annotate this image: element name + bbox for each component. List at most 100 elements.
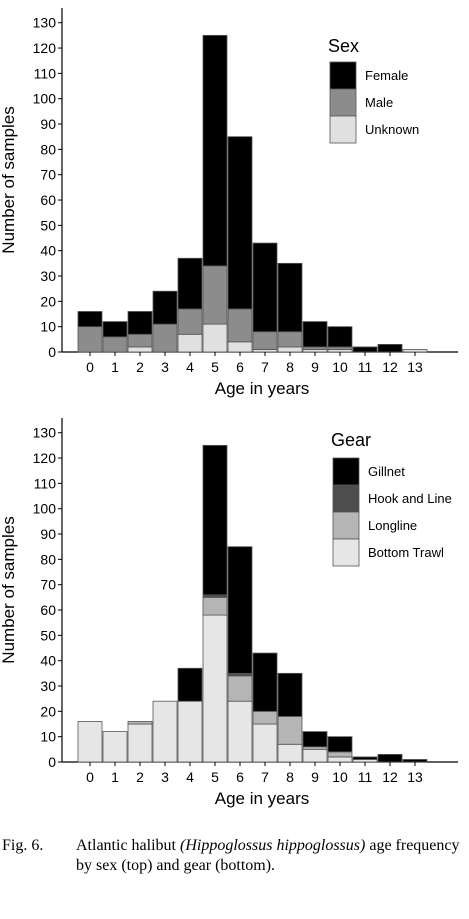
x-tick-label: 3: [161, 359, 169, 375]
y-tick-label: 90: [40, 526, 56, 542]
legend-swatch: [332, 457, 360, 486]
bar-segment: [252, 710, 278, 725]
x-tick-label: 12: [382, 359, 398, 375]
bar-segment: [302, 748, 328, 763]
x-tick-label: 12: [382, 769, 398, 785]
x-tick-label: 10: [332, 359, 348, 375]
caption-species: (Hippoglossus hippoglossus): [179, 837, 366, 854]
y-tick-label: 110: [34, 65, 57, 81]
y-tick-label: 120: [33, 450, 57, 466]
bar-segment: [127, 346, 153, 353]
caption-text-prefix: Atlantic halibut: [76, 837, 180, 854]
bar-segment: [152, 323, 178, 353]
bar-segment: [227, 700, 253, 763]
x-tick-label: 1: [111, 769, 119, 785]
legend-swatch: [329, 88, 357, 117]
bar-segment: [127, 721, 153, 725]
x-tick-label: 7: [261, 359, 269, 375]
bar-segment: [127, 311, 153, 335]
x-tick-label: 1: [111, 359, 119, 375]
bar-segment: [377, 754, 403, 763]
legend-swatch: [332, 538, 360, 567]
y-tick-label: 0: [48, 754, 56, 770]
bar-segment: [202, 265, 228, 325]
x-tick-label: 5: [211, 359, 219, 375]
y-tick-label: 20: [40, 703, 56, 719]
y-tick-label: 10: [40, 319, 56, 335]
bar-segment: [177, 257, 203, 310]
bar-segment: [277, 716, 303, 745]
bar-segment: [252, 242, 278, 333]
bar-segment: [377, 344, 403, 353]
bar-segment: [302, 731, 328, 748]
bar-segment: [327, 751, 353, 758]
bar-segment: [102, 731, 128, 763]
legend-label: Longline: [368, 518, 417, 533]
y-tick-label: 80: [40, 141, 56, 157]
legend-label: Unknown: [365, 122, 419, 137]
y-tick-label: 50: [40, 217, 56, 233]
legend-label: Gillnet: [368, 464, 405, 479]
bar-segment: [327, 756, 353, 763]
bar-segment: [227, 308, 253, 343]
x-tick-label: 0: [86, 769, 94, 785]
y-tick-label: 60: [40, 192, 56, 208]
y-tick-label: 120: [33, 40, 57, 56]
legend: Gear Gillnet Hook and Line Longline Bottom T…: [331, 430, 452, 567]
legend-label: Male: [365, 95, 393, 110]
bar-segment: [402, 759, 428, 763]
bar-segment: [102, 321, 128, 338]
legend-swatch: [329, 61, 357, 90]
bar-segment: [102, 336, 128, 353]
x-tick-label: 2: [136, 769, 144, 785]
y-tick-label: 80: [40, 551, 56, 567]
x-tick-label: 10: [332, 769, 348, 785]
bar-segment: [77, 721, 103, 763]
y-axis-label: Number of samples: [0, 106, 18, 253]
bar-segment: [177, 667, 203, 702]
bar-segment: [227, 341, 253, 353]
bar-segment: [277, 262, 303, 333]
y-tick-label: 40: [40, 243, 56, 259]
bar-segment: [177, 333, 203, 353]
y-tick-label: 40: [40, 653, 56, 669]
bar-segment: [77, 311, 103, 328]
bar-segment: [177, 308, 203, 335]
x-tick-label: 9: [311, 359, 319, 375]
y-tick-label: 70: [40, 577, 56, 593]
bar-segment: [127, 723, 153, 763]
bar-segment: [227, 136, 253, 310]
y-tick-label: 90: [40, 116, 56, 132]
bar-segment: [277, 743, 303, 763]
legend-label: Female: [365, 68, 408, 83]
bar-segment: [252, 331, 278, 350]
x-tick-label: 11: [358, 359, 373, 375]
y-tick-label: 130: [33, 425, 57, 441]
bar-segment: [227, 546, 253, 674]
y-tick-label: 30: [40, 268, 56, 284]
x-tick-label: 8: [286, 769, 294, 785]
caption-text-suffix: age frequency by sex (top) and gear (bot…: [76, 837, 460, 874]
bar-segment: [202, 614, 228, 763]
bar-segment: [252, 652, 278, 712]
bar-segment: [177, 700, 203, 763]
bar-segment: [277, 346, 303, 353]
x-tick-label: 3: [161, 769, 169, 785]
bar-segment: [277, 331, 303, 348]
x-tick-label: 13: [407, 769, 423, 785]
bar-segment: [77, 326, 103, 353]
bar-segment: [202, 323, 228, 353]
bar-segment: [302, 321, 328, 348]
legend-swatch: [332, 484, 360, 513]
x-tick-label: 2: [136, 359, 144, 375]
y-tick-label: 20: [40, 293, 56, 309]
x-axis-label: Age in years: [215, 379, 310, 398]
bar-segment: [277, 672, 303, 717]
x-axis-label: Age in years: [215, 789, 310, 808]
y-tick-label: 70: [40, 167, 56, 183]
y-tick-label: 110: [34, 475, 57, 491]
y-tick-label: 60: [40, 602, 56, 618]
